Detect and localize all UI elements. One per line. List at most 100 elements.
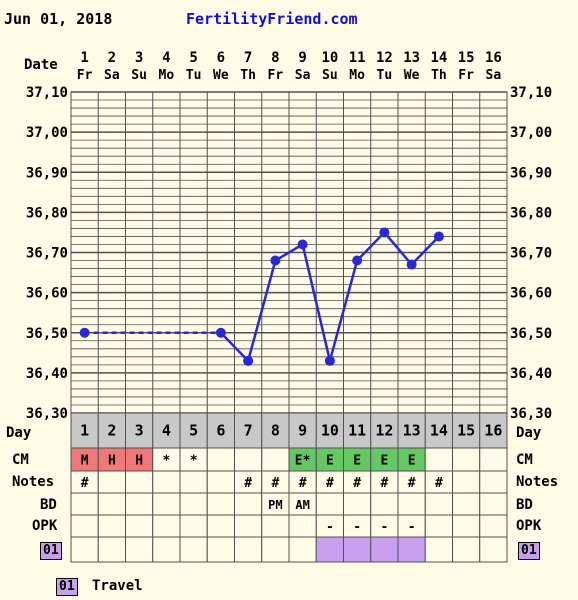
cm-value: H (135, 454, 143, 469)
notes-value: # (271, 476, 279, 491)
y-tick-label-left: 36,50 (26, 326, 68, 342)
travel-cell (370, 536, 399, 563)
temperature-point (215, 327, 226, 338)
notes-cell (206, 470, 235, 494)
date-weekday: Su (131, 68, 147, 83)
opk-row-label-left: OPK (32, 518, 58, 534)
travel-cell (70, 536, 99, 563)
bd-cell (343, 492, 372, 516)
opk-value: - (408, 520, 416, 535)
y-tick-label-right: 36,40 (510, 366, 552, 382)
y-tick-label-left: 37,10 (26, 85, 68, 101)
travel-cell (234, 536, 263, 563)
bd-cell (179, 492, 208, 516)
y-tick-label-right: 37,10 (510, 85, 552, 101)
date-day-number: 12 (376, 50, 393, 66)
travel-code-left: 01 (40, 542, 62, 560)
y-tick-label-left: 36,40 (26, 366, 68, 382)
cm-cell (234, 447, 263, 472)
temperature-point (243, 355, 254, 366)
travel-code-right: 01 (518, 542, 540, 560)
opk-cell (152, 514, 181, 538)
travel-cell (152, 536, 181, 563)
travel-cell (97, 536, 126, 563)
y-tick-label-left: 37,00 (26, 125, 68, 141)
cm-cell (206, 447, 235, 472)
bd-cell (125, 492, 154, 516)
date-day-number: 8 (271, 50, 279, 66)
date-day-number: 16 (485, 50, 502, 66)
cm-value: E (380, 454, 388, 469)
day-cell (424, 412, 453, 449)
bd-cell (370, 492, 399, 516)
opk-cell (70, 514, 99, 538)
temperature-point (433, 231, 444, 242)
date-day-number: 9 (298, 50, 306, 66)
opk-cell (206, 514, 235, 538)
temperature-point (79, 327, 90, 338)
temperature-point (406, 259, 417, 270)
notes-cell (97, 470, 126, 494)
bd-cell (452, 492, 481, 516)
cm-value: M (81, 454, 89, 469)
opk-value: - (353, 520, 361, 535)
opk-cell (479, 514, 508, 538)
cm-cell (261, 447, 290, 472)
y-tick-label-left: 36,70 (26, 246, 68, 262)
date-day-number: 13 (403, 50, 420, 66)
cm-value: * (162, 454, 170, 469)
travel-cell (288, 536, 317, 563)
bd-cell (234, 492, 263, 516)
date-day-number: 7 (244, 50, 252, 66)
bd-row-label-left: BD (40, 497, 57, 513)
date-weekday: Tu (186, 68, 202, 83)
day-cell-number: 3 (135, 422, 144, 440)
y-tick-label-right: 36,70 (510, 246, 552, 262)
date-weekday: We (213, 68, 229, 83)
legend-travel-code: 01 (56, 578, 78, 596)
temperature-point (379, 227, 390, 238)
day-cell-number: 12 (375, 422, 393, 440)
cm-row-label-right: CM (516, 452, 533, 468)
bd-cell (70, 492, 99, 516)
site-name[interactable]: FertilityFriend.com (186, 10, 358, 28)
chart-start-date: Jun 01, 2018 (4, 10, 113, 28)
day-row-label-right: Day (516, 425, 542, 441)
notes-value: # (299, 476, 307, 491)
opk-value: - (326, 520, 334, 535)
travel-cell (179, 536, 208, 563)
day-cell-number: 11 (348, 422, 366, 440)
day-cell-number: 16 (484, 422, 502, 440)
y-tick-label-right: 37,00 (510, 125, 552, 141)
cm-value: H (108, 454, 116, 469)
y-tick-label-left: 36,80 (26, 205, 68, 221)
y-tick-label-left: 36,30 (26, 406, 68, 422)
travel-cell (479, 536, 508, 563)
opk-value: - (380, 520, 388, 535)
bd-cell (424, 492, 453, 516)
cm-row-label-left: CM (12, 452, 29, 468)
day-row-label-left: Day (6, 425, 32, 441)
date-day-number: 1 (80, 50, 88, 66)
date-row-label: Date (24, 57, 58, 73)
travel-cell (397, 536, 426, 563)
bd-cell (206, 492, 235, 516)
cm-value: E (353, 454, 361, 469)
day-cell-number: 14 (430, 422, 448, 440)
notes-value: # (353, 476, 361, 491)
travel-cell (206, 536, 235, 563)
date-weekday: Sa (486, 68, 502, 83)
travel-cell (125, 536, 154, 563)
date-weekday: Sa (104, 68, 120, 83)
temperature-point (297, 239, 308, 250)
opk-cell (234, 514, 263, 538)
y-tick-label-right: 36,90 (510, 165, 552, 181)
travel-cell (261, 536, 290, 563)
day-cell-number: 7 (244, 422, 253, 440)
temperature-point (352, 255, 363, 266)
legend-travel-label: Travel (92, 578, 143, 594)
notes-value: # (81, 476, 89, 491)
travel-cell (315, 536, 344, 563)
date-weekday: Mo (159, 68, 175, 83)
